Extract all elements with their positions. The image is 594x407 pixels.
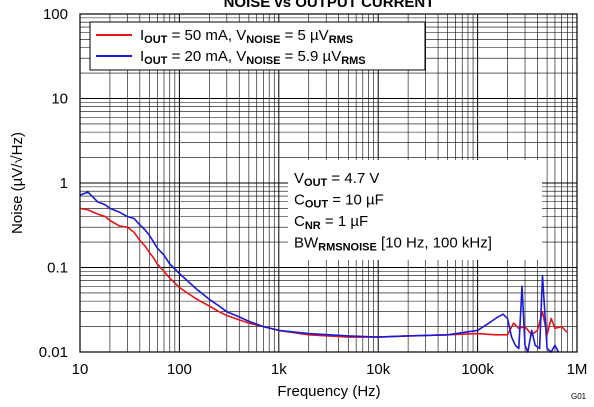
x-tick-label: 10k xyxy=(366,361,391,378)
x-axis-label: Frequency (Hz) xyxy=(277,383,380,400)
legend: IOUT = 50 mA, VNOISE = 5 µVRMS IOUT = 20 … xyxy=(89,21,426,71)
legend-entry: IOUT = 50 mA, VNOISE = 5 µVRMS xyxy=(140,27,353,46)
x-tick-label: 100k xyxy=(461,361,494,378)
x-tick-label: 100 xyxy=(167,361,192,378)
annotation-box xyxy=(288,160,542,260)
annotation-line: VOUT = 4.7 V xyxy=(294,170,379,189)
plot-frame xyxy=(79,13,578,353)
annotation-line: BWRMSNOISE [10 Hz, 100 kHz] xyxy=(294,235,492,254)
x-tick-label: 1M xyxy=(567,361,588,378)
figure-id: G01 xyxy=(571,392,587,401)
annotation-line: CNR = 1 µF xyxy=(294,213,368,232)
y-tick-label: 0.01 xyxy=(39,344,68,361)
legend-box xyxy=(89,21,426,71)
y-tick-label: 0.1 xyxy=(47,260,68,277)
legend-entry: IOUT = 20 mA, VNOISE = 5.9 µVRMS xyxy=(140,48,366,67)
y-tick-label: 1 xyxy=(60,175,68,192)
y-tick-label: 10 xyxy=(51,91,68,108)
y-tick-label: 100 xyxy=(43,6,68,23)
y-axis-label: Noise (µV/√Hz) xyxy=(9,132,26,234)
tick-labels: 10 100 1k 10k 100k 1M 0.01 0.1 1 10 100 xyxy=(39,6,588,378)
x-tick-label: 10 xyxy=(72,361,89,378)
annotation-line: COUT = 10 µF xyxy=(294,192,384,211)
chart-title: NOISE vs OUTPUT CURRENT xyxy=(224,0,435,11)
conditions-annotation: VOUT = 4.7 V COUT = 10 µF CNR = 1 µF BWRMSN… xyxy=(288,160,542,260)
x-tick-label: 1k xyxy=(271,361,287,378)
